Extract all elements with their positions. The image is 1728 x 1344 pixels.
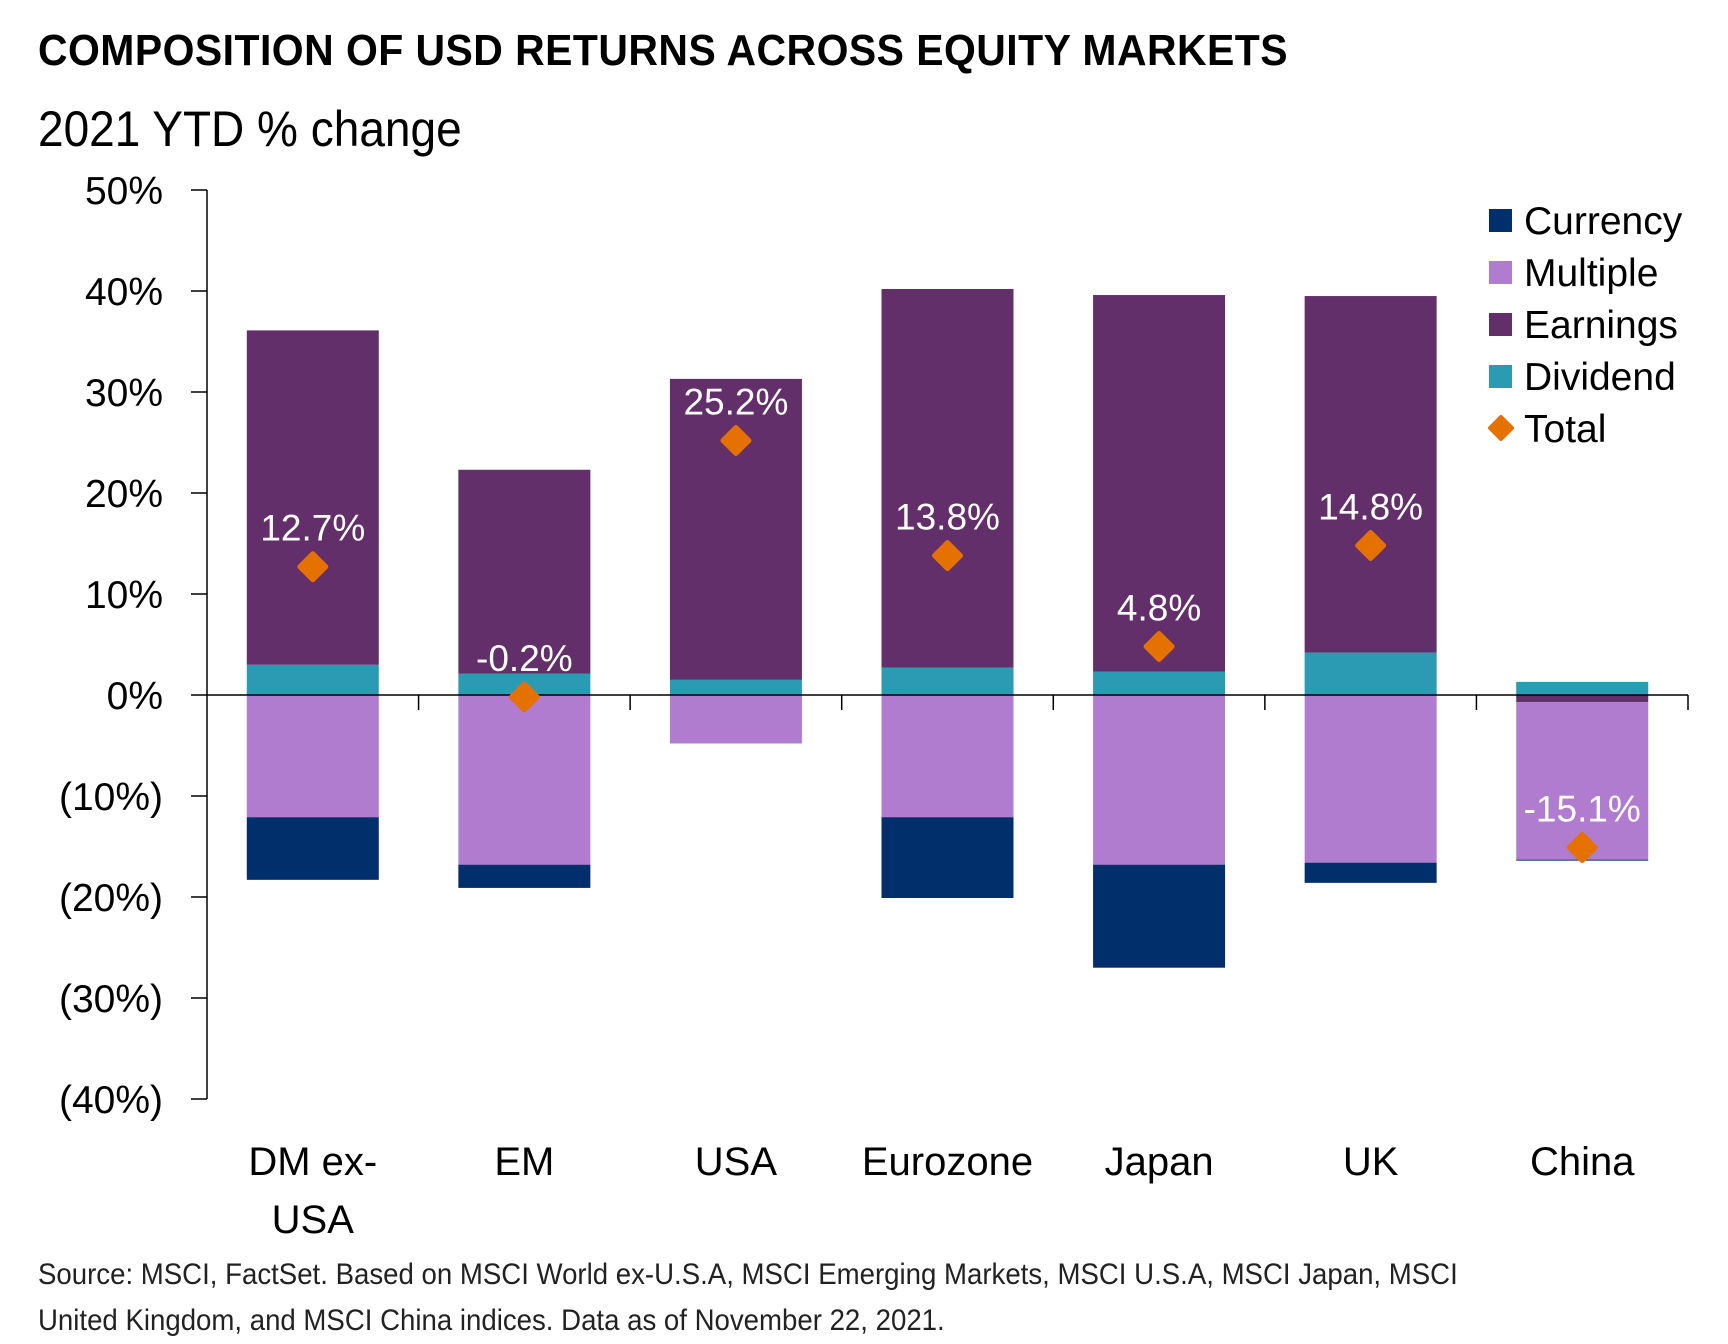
x-category-label: EM (494, 1140, 554, 1184)
total-data-label: 25.2% (683, 381, 788, 422)
bar-segment-multiple (669, 695, 802, 744)
bar-segment-currency (458, 864, 591, 888)
y-tick-label: (10%) (59, 776, 163, 819)
bar-segment-multiple (1093, 695, 1226, 865)
y-tick-label: 50% (85, 170, 163, 213)
bar-segment-earnings (246, 330, 379, 665)
y-tick-label: 20% (85, 473, 163, 516)
bar-segment-currency (881, 817, 1014, 899)
legend: Currency Multiple Earnings Dividend Total (1488, 200, 1683, 451)
bar-segment-dividend (881, 667, 1014, 695)
y-tick-label: 0% (107, 675, 163, 718)
x-category-label: Eurozone (862, 1140, 1033, 1184)
total-data-label: -15.1% (1524, 789, 1641, 830)
chart-subtitle: 2021 YTD % change (38, 101, 462, 157)
y-tick-label: 30% (85, 372, 163, 415)
source-line-2: United Kingdom, and MSCI China indices. … (38, 1304, 945, 1337)
total-data-label: 12.7% (260, 508, 365, 549)
total-data-label: -0.2% (476, 638, 573, 679)
legend-label-multiple: Multiple (1524, 252, 1658, 295)
legend-swatch-dividend-icon (1489, 365, 1512, 388)
source-line-1: Source: MSCI, FactSet. Based on MSCI Wor… (38, 1258, 1458, 1291)
x-category-label: USA (272, 1198, 355, 1242)
total-marker (720, 424, 752, 456)
x-category-label: China (1530, 1140, 1635, 1184)
bar-segment-dividend (1093, 671, 1226, 695)
source-note: Source: MSCI, FactSet. Based on MSCI Wor… (38, 1252, 1584, 1344)
bar-segment-dividend (669, 679, 802, 695)
legend-label-dividend: Dividend (1524, 356, 1676, 399)
x-category-label: UK (1343, 1140, 1399, 1184)
bar-segment-multiple (458, 695, 591, 865)
bar-segment-multiple (1304, 695, 1437, 863)
bar-segment-multiple (881, 695, 1014, 818)
total-marker (508, 681, 540, 713)
total-data-label: 13.8% (895, 497, 1000, 538)
bar-segment-dividend (1516, 681, 1649, 695)
bar-segment-currency (1093, 864, 1226, 968)
total-marker (297, 551, 329, 583)
x-category-label: Japan (1105, 1140, 1214, 1184)
legend-total-diamond-icon (1488, 415, 1514, 441)
bar-segment-earnings (458, 469, 591, 674)
legend-swatch-currency-icon (1489, 209, 1512, 232)
bar-segment-earnings (1304, 296, 1437, 653)
total-marker (1566, 832, 1598, 864)
legend-label-currency: Currency (1524, 200, 1683, 243)
x-category-label: USA (695, 1140, 778, 1184)
legend-swatch-multiple-icon (1489, 261, 1512, 284)
y-tick-label: (20%) (59, 877, 163, 920)
bar-segment-currency (1304, 862, 1437, 883)
bar-segment-earnings (669, 378, 802, 680)
legend-label-total: Total (1524, 408, 1606, 451)
chart-title: COMPOSITION OF USD RETURNS ACROSS EQUITY… (38, 26, 1289, 75)
bar-segment-earnings (1516, 695, 1649, 703)
bar-segment-dividend (1304, 652, 1437, 695)
y-tick-label: 40% (85, 271, 163, 314)
total-data-label: 14.8% (1318, 487, 1423, 528)
bar-segment-earnings (1093, 295, 1226, 672)
total-marker (932, 540, 963, 572)
bar-segment-currency (246, 817, 379, 880)
total-data-label: 4.8% (1117, 588, 1201, 629)
y-tick-label: (30%) (59, 978, 163, 1021)
y-tick-label: (40%) (59, 1079, 163, 1122)
axes-layer: 50% 40% 30% 20% 10% 0% (10%) (20%) (30%) (40%) DM … (59, 170, 1689, 1242)
total-marker (1355, 530, 1387, 562)
total-marker (1143, 631, 1175, 663)
legend-swatch-earnings-icon (1489, 313, 1512, 336)
bars-layer (246, 288, 1649, 968)
legend-label-earnings: Earnings (1524, 304, 1678, 347)
bar-segment-multiple (246, 695, 379, 818)
y-tick-label: 10% (85, 574, 163, 617)
bar-segment-dividend (246, 664, 379, 695)
bar-segment-earnings (881, 288, 1014, 668)
totals-layer: 12.7% -0.2% 25.2% 13.8% 4.8% 14.8% -15.1% (260, 381, 1641, 864)
x-category-label: DM ex- (248, 1140, 377, 1184)
